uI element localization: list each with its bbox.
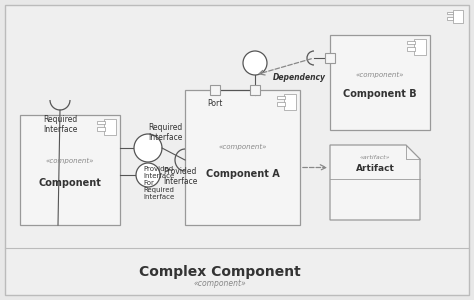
Bar [97, 127, 105, 130]
Bar [330, 35, 430, 130]
Bar [414, 39, 426, 55]
Text: Dependency: Dependency [273, 73, 326, 82]
Text: Provided
Interface
For
Required
Interface: Provided Interface For Required Interfac… [143, 166, 174, 200]
Bar [447, 17, 454, 20]
Text: Port: Port [207, 99, 223, 108]
Bar [277, 102, 284, 106]
Bar [104, 119, 116, 135]
Text: «component»: «component» [46, 158, 94, 164]
Text: Required
Interface: Required Interface [43, 115, 77, 134]
Bar [250, 85, 260, 95]
Bar [407, 47, 415, 50]
Bar [97, 121, 105, 124]
Bar [20, 115, 120, 225]
Text: Artifact: Artifact [356, 164, 394, 173]
Bar [407, 41, 415, 44]
Circle shape [136, 163, 160, 187]
Polygon shape [330, 145, 420, 220]
Text: Component B: Component B [343, 89, 417, 99]
Text: «component»: «component» [356, 72, 404, 78]
Bar [277, 96, 284, 99]
Bar [325, 53, 335, 63]
Text: Provided
Interface: Provided Interface [163, 167, 197, 186]
Text: «artifact»: «artifact» [360, 155, 390, 160]
Text: Required
Interface: Required Interface [149, 123, 183, 142]
Text: Component: Component [38, 178, 101, 188]
Bar [185, 90, 300, 225]
Bar [453, 10, 463, 23]
Text: «component»: «component» [193, 280, 246, 289]
Text: Complex Component: Complex Component [139, 265, 301, 279]
Bar [284, 94, 296, 110]
Bar [447, 12, 454, 14]
Text: «component»: «component» [218, 144, 267, 150]
Circle shape [243, 51, 267, 75]
Bar [210, 85, 220, 95]
Text: Component A: Component A [206, 169, 279, 179]
Circle shape [134, 134, 162, 162]
